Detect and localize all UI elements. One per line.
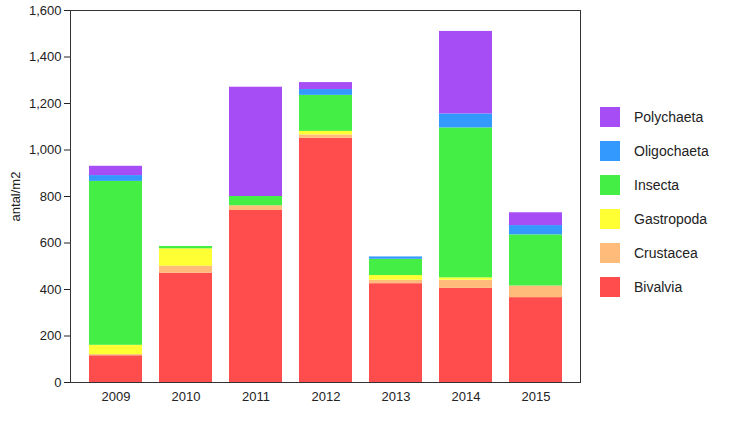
html-text:Crustacea: Crustacea — [634, 245, 698, 261]
html-text:Oligochaeta: Oligochaeta — [634, 143, 709, 159]
svg-text:2011: 2011 — [242, 389, 270, 404]
svg-text:antal/m2: antal/m2 — [8, 172, 23, 222]
svg-text:600: 600 — [40, 235, 62, 250]
svg-text:1,400: 1,400 — [29, 49, 62, 64]
html-text:Polychaeta: Polychaeta — [634, 109, 704, 125]
svg-text:1,200: 1,200 — [29, 96, 62, 111]
svg-text:800: 800 — [40, 189, 62, 204]
html-text:Gastropoda: Gastropoda — [634, 211, 708, 227]
html-text:Insecta: Insecta — [634, 177, 680, 193]
svg-text:0: 0 — [54, 375, 61, 390]
svg-text:1,600: 1,600 — [29, 3, 62, 18]
svg-text:200: 200 — [40, 328, 62, 343]
svg-text:2010: 2010 — [172, 389, 201, 404]
html-text:Bivalvia: Bivalvia — [634, 279, 683, 295]
svg-text:2014: 2014 — [452, 389, 481, 404]
svg-text:400: 400 — [40, 282, 62, 297]
svg-text:1,000: 1,000 — [29, 142, 62, 157]
svg-text:2015: 2015 — [522, 389, 551, 404]
svg-text:2009: 2009 — [102, 389, 131, 404]
svg-text:2013: 2013 — [382, 389, 411, 404]
svg-text:2012: 2012 — [312, 389, 341, 404]
